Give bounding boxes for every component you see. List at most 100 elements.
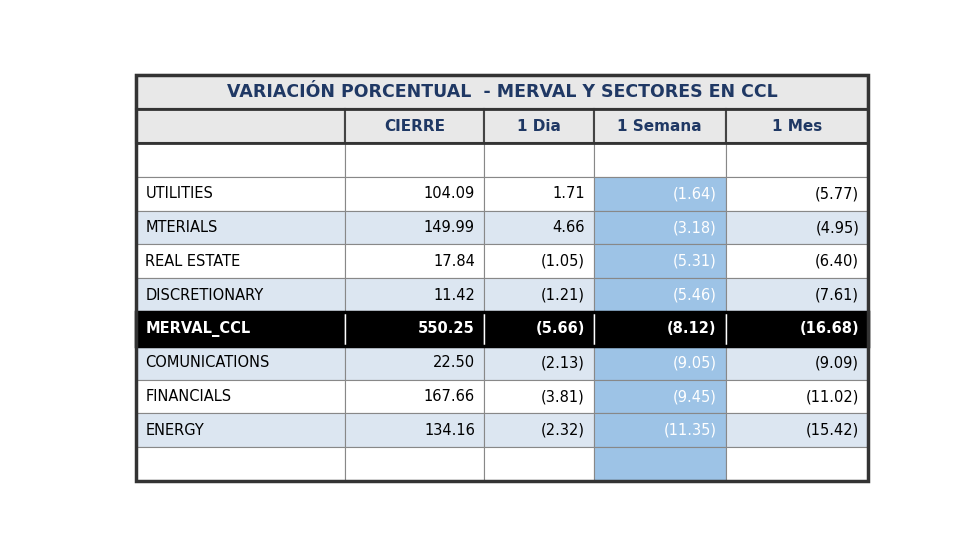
Bar [136, 312, 868, 346]
Text: (11.35): (11.35) [663, 423, 716, 438]
Bar [136, 413, 345, 447]
Bar [725, 177, 868, 210]
Text: 17.84: 17.84 [433, 254, 475, 269]
Bar [136, 447, 345, 481]
Bar [484, 380, 594, 413]
Bar [594, 346, 725, 380]
Text: 134.16: 134.16 [424, 423, 475, 438]
Bar [345, 447, 484, 481]
Text: (2.32): (2.32) [541, 423, 585, 438]
Bar [725, 380, 868, 413]
Bar [484, 447, 594, 481]
Text: 149.99: 149.99 [423, 220, 475, 235]
Bar [136, 177, 345, 210]
Text: 104.09: 104.09 [423, 186, 475, 201]
Bar [484, 346, 594, 380]
Bar [484, 109, 594, 143]
Bar [484, 413, 594, 447]
Text: COMUNICATIONS: COMUNICATIONS [145, 355, 270, 370]
Text: MERVAL_CCL: MERVAL_CCL [145, 321, 251, 337]
Text: UTILITIES: UTILITIES [145, 186, 214, 201]
Text: (4.95): (4.95) [815, 220, 859, 235]
Bar [594, 210, 725, 245]
Bar [725, 245, 868, 278]
Bar [345, 312, 484, 346]
Bar [725, 143, 868, 177]
Text: (3.18): (3.18) [672, 220, 716, 235]
Bar [594, 380, 725, 413]
Text: (1.64): (1.64) [672, 186, 716, 201]
Text: REAL ESTATE: REAL ESTATE [145, 254, 240, 269]
Bar [136, 278, 345, 312]
Bar [345, 109, 484, 143]
Text: (9.09): (9.09) [815, 355, 859, 370]
Text: (9.05): (9.05) [672, 355, 716, 370]
Text: CIERRE: CIERRE [384, 118, 445, 134]
Bar [484, 210, 594, 245]
Text: (6.40): (6.40) [815, 254, 859, 269]
Bar [345, 210, 484, 245]
Text: (2.13): (2.13) [541, 355, 585, 370]
Bar [594, 312, 725, 346]
Bar [484, 245, 594, 278]
Text: 1 Dia: 1 Dia [516, 118, 561, 134]
Bar [725, 109, 868, 143]
Bar [725, 447, 868, 481]
Text: 167.66: 167.66 [423, 389, 475, 404]
Text: DISCRETIONARY: DISCRETIONARY [145, 288, 264, 302]
Text: (7.61): (7.61) [815, 288, 859, 302]
Bar [136, 380, 345, 413]
Bar [725, 346, 868, 380]
Bar [136, 312, 345, 346]
Bar [345, 380, 484, 413]
Bar [725, 210, 868, 245]
Bar [594, 278, 725, 312]
Text: MTERIALS: MTERIALS [145, 220, 218, 235]
Text: (9.45): (9.45) [672, 389, 716, 404]
Text: (3.81): (3.81) [541, 389, 585, 404]
Text: (15.42): (15.42) [806, 423, 859, 438]
Text: 4.66: 4.66 [552, 220, 585, 235]
Text: 1 Semana: 1 Semana [617, 118, 702, 134]
Text: (16.68): (16.68) [800, 321, 859, 337]
Text: VARIACIÓN PORCENTUAL  - MERVAL Y SECTORES EN CCL: VARIACIÓN PORCENTUAL - MERVAL Y SECTORES… [227, 83, 777, 101]
Bar [484, 278, 594, 312]
Bar [594, 447, 725, 481]
Bar [345, 177, 484, 210]
Bar [345, 143, 484, 177]
Bar [484, 143, 594, 177]
Text: (5.31): (5.31) [672, 254, 716, 269]
Bar [345, 413, 484, 447]
Text: (8.12): (8.12) [667, 321, 716, 337]
Text: 1.71: 1.71 [552, 186, 585, 201]
Bar [594, 177, 725, 210]
Text: FINANCIALS: FINANCIALS [145, 389, 231, 404]
Text: 1 Mes: 1 Mes [772, 118, 822, 134]
Bar [594, 413, 725, 447]
Text: (5.46): (5.46) [672, 288, 716, 302]
Text: 550.25: 550.25 [418, 321, 475, 337]
Text: 11.42: 11.42 [433, 288, 475, 302]
Bar [594, 109, 725, 143]
Bar [136, 109, 345, 143]
Text: (5.66): (5.66) [535, 321, 585, 337]
Bar [725, 312, 868, 346]
Bar [345, 278, 484, 312]
Bar [484, 312, 594, 346]
Text: (1.05): (1.05) [541, 254, 585, 269]
Text: 22.50: 22.50 [433, 355, 475, 370]
Bar [725, 278, 868, 312]
Text: ENERGY: ENERGY [145, 423, 204, 438]
Bar [136, 75, 868, 109]
Bar [725, 413, 868, 447]
Text: (11.02): (11.02) [806, 389, 859, 404]
Bar [136, 245, 345, 278]
Text: (1.21): (1.21) [541, 288, 585, 302]
Bar [594, 143, 725, 177]
Bar [136, 346, 345, 380]
Bar [345, 245, 484, 278]
Bar [484, 177, 594, 210]
Bar [136, 210, 345, 245]
Text: (5.77): (5.77) [815, 186, 859, 201]
Bar [594, 245, 725, 278]
